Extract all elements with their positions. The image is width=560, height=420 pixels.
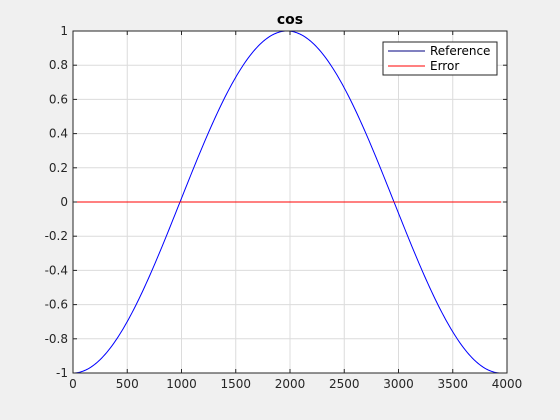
y-tick-label: -0.8 xyxy=(45,332,68,346)
y-tick-label: -0.2 xyxy=(45,229,68,243)
x-tick-label: 2000 xyxy=(275,377,306,391)
ticks xyxy=(72,30,508,374)
legend-box xyxy=(382,41,498,76)
chart-title: cos xyxy=(277,12,303,28)
x-tick-label: 1000 xyxy=(166,377,197,391)
x-tick-label: 0 xyxy=(69,377,77,391)
y-tick-label: 1 xyxy=(60,24,68,38)
y-tick-label: 0 xyxy=(60,195,68,209)
x-tick-label: 2500 xyxy=(329,377,360,391)
y-tick-label: 0.2 xyxy=(49,161,68,175)
y-tick-label: -0.4 xyxy=(45,263,68,277)
x-tick-label: 4000 xyxy=(492,377,523,391)
y-tick-label: -1 xyxy=(56,366,68,380)
legend-label-error: Error xyxy=(430,59,459,73)
x-tick-label: 3500 xyxy=(437,377,468,391)
x-tick-label: 1500 xyxy=(220,377,251,391)
y-tick-label: 0.8 xyxy=(49,58,68,72)
tick-labels: 0 500 1000 1500 2000 2500 3000 3500 4000 -1 -0.8 -0… xyxy=(45,24,523,391)
y-tick-label: -0.6 xyxy=(45,298,68,312)
x-tick-label: 500 xyxy=(116,377,139,391)
legend-label-reference: Reference xyxy=(430,44,490,58)
x-tick-label: 3000 xyxy=(383,377,414,391)
y-tick-label: 0.6 xyxy=(49,92,68,106)
y-tick-label: 0.4 xyxy=(49,127,68,141)
